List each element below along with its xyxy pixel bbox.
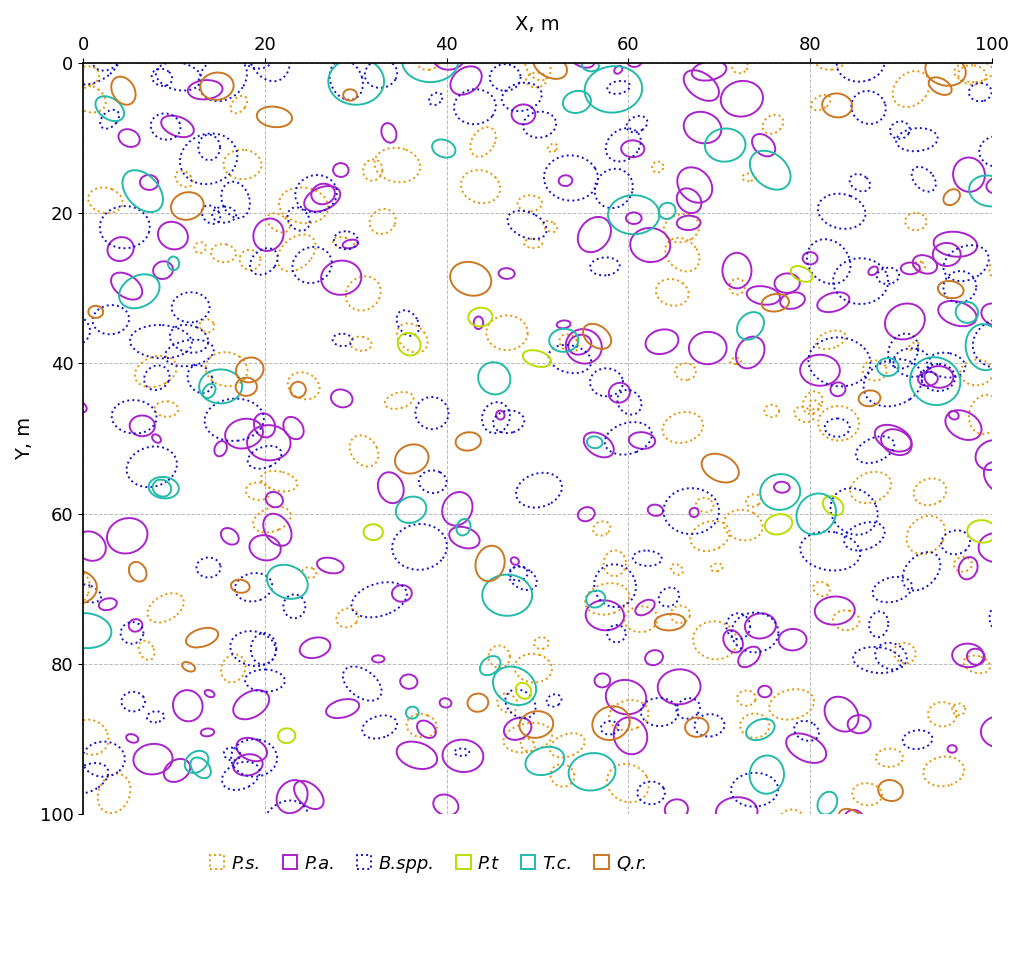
Y-axis label: Y, m: Y, m [15, 417, 34, 460]
X-axis label: X, m: X, m [515, 15, 560, 34]
Legend: P.s., P.a., B.spp., P.t, T.c., Q.r.: P.s., P.a., B.spp., P.t, T.c., Q.r. [203, 848, 654, 879]
